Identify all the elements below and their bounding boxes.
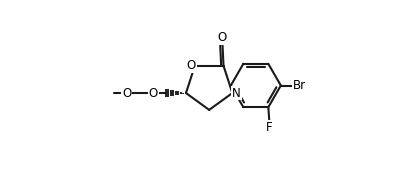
Text: O: O — [148, 87, 158, 100]
Text: N: N — [232, 87, 241, 100]
Text: F: F — [266, 121, 273, 134]
Text: O: O — [122, 87, 131, 100]
Text: O: O — [218, 31, 227, 44]
Text: O: O — [186, 59, 196, 72]
Text: Br: Br — [293, 79, 306, 92]
